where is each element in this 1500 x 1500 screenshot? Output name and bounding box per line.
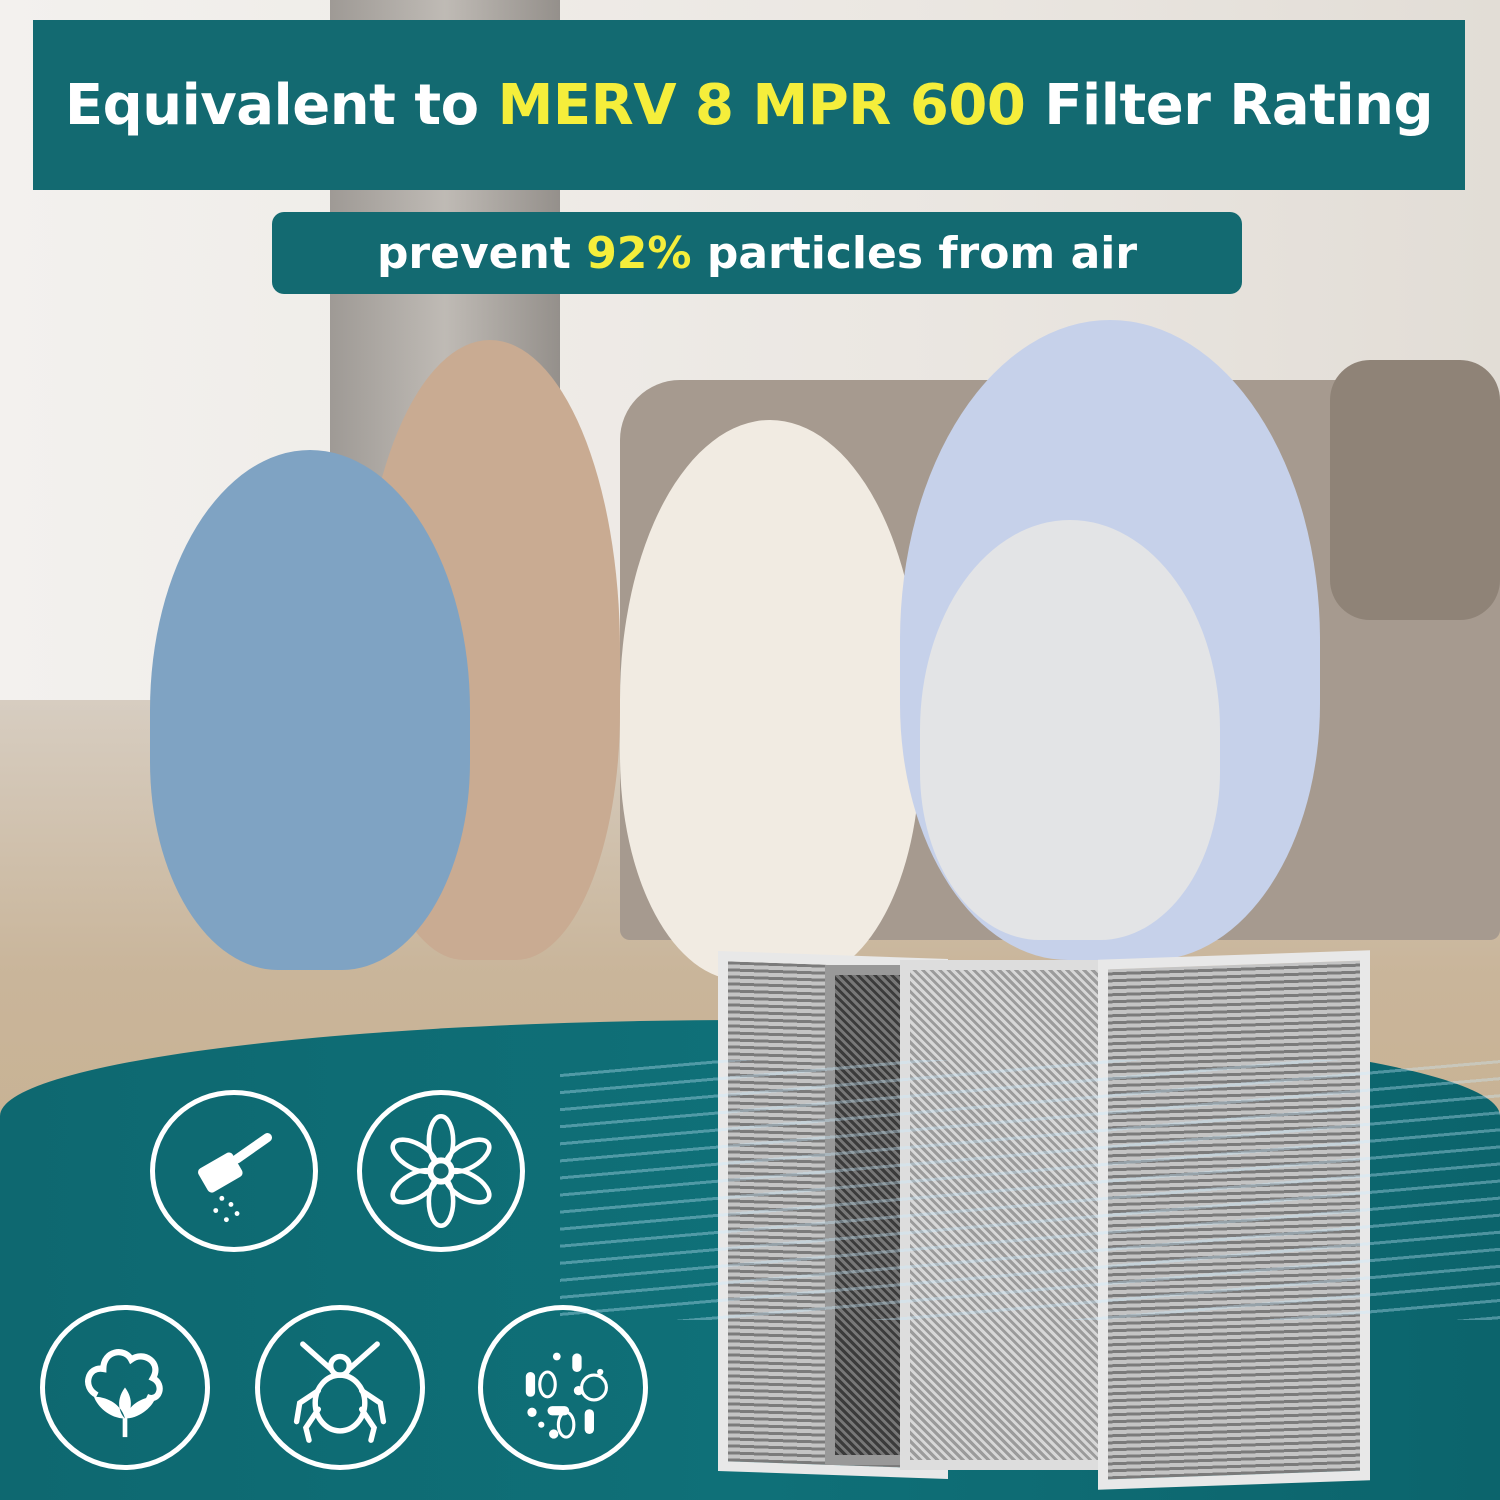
cotton-lint-icon xyxy=(40,1305,210,1470)
subtitle-prefix: prevent xyxy=(376,227,587,279)
subtitle-percent: 92% xyxy=(586,227,692,279)
dust-mite-icon xyxy=(255,1305,425,1470)
airflow-lines xyxy=(560,1060,1500,1320)
sofa-cushion xyxy=(1330,360,1500,620)
headline-suffix: Filter Rating xyxy=(1025,72,1434,138)
bacteria-icon xyxy=(478,1305,648,1470)
family-girl xyxy=(150,450,470,970)
headline-rating: MERV 8 MPR 600 xyxy=(497,72,1026,138)
headline-banner: Equivalent to MERV 8 MPR 600 Filter Rati… xyxy=(33,20,1465,190)
subtitle-pill: prevent 92% particles from air xyxy=(272,212,1242,294)
dog xyxy=(620,420,920,980)
family-boy xyxy=(920,520,1220,940)
headline-prefix: Equivalent to xyxy=(64,72,498,138)
pollen-flower-icon xyxy=(357,1090,525,1252)
dust-icon xyxy=(150,1090,318,1252)
subtitle-suffix: particles from air xyxy=(691,227,1138,279)
